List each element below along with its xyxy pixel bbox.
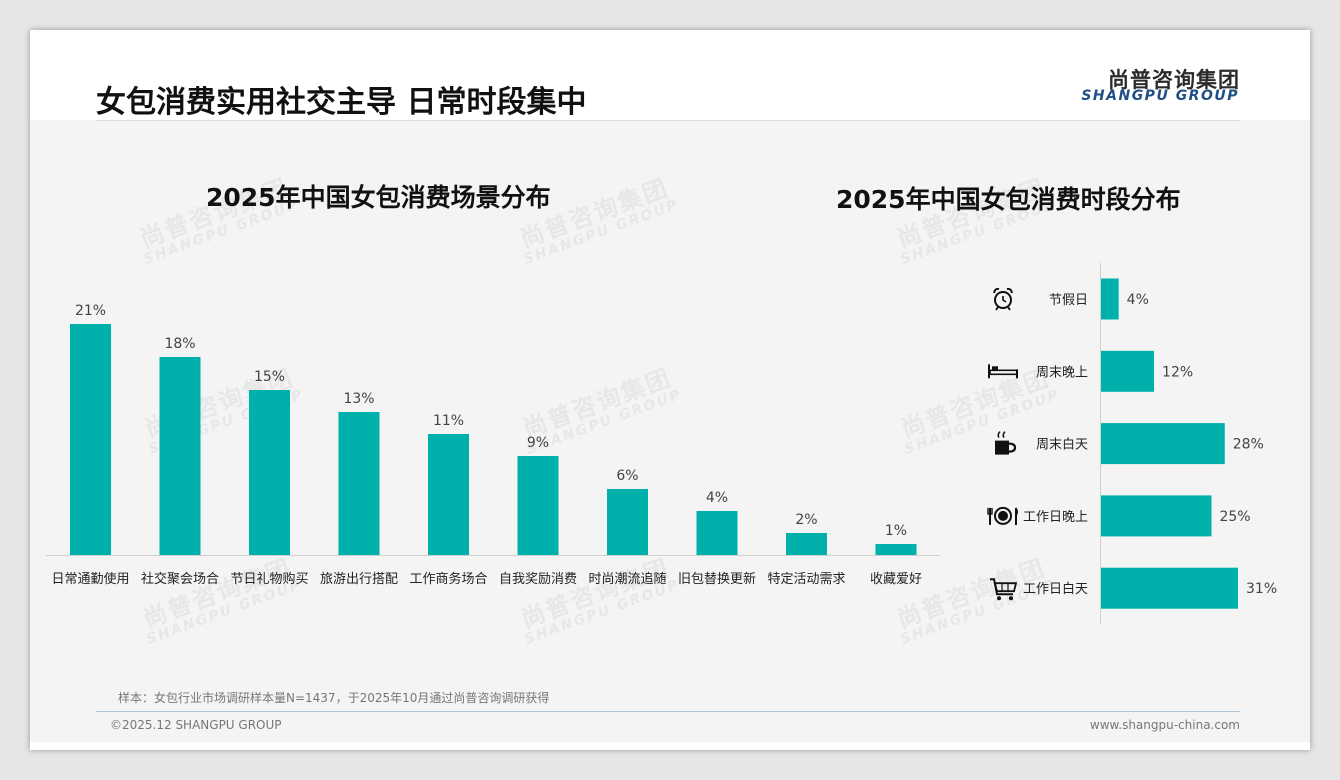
scene-category-label: 特定活动需求: [767, 572, 845, 587]
time-bar: [1101, 350, 1155, 392]
scene-bar: [428, 434, 469, 555]
scene-bar: [70, 324, 111, 555]
time-value-label: 12%: [1162, 364, 1193, 380]
time-value-label: 31%: [1246, 581, 1277, 597]
time-bar: [1101, 567, 1238, 609]
time-bar: [1101, 278, 1119, 320]
time-value-label: 4%: [1127, 292, 1149, 308]
time-bar: [1101, 495, 1212, 537]
scene-value-label: 18%: [164, 336, 195, 352]
copyright: ©2025.12 SHANGPU GROUP: [110, 718, 282, 732]
scene-category-label: 工作商务场合: [409, 571, 487, 587]
scene-bar: [517, 456, 559, 555]
sample-note: 样本：女包行业市场调研样本量N=1437，于2025年10月通过尚普咨询调研获得: [118, 691, 550, 705]
scene-bar-chart: 21% 日常通勤使用 18% 社交聚会场合 15% 节日礼物购买 13% 旅游出行搭配 11% 工…: [46, 303, 940, 587]
scene-bar: [696, 511, 738, 555]
scene-category-label: 收藏爱好: [870, 572, 922, 587]
logo-text-en: SHANGPU GROUP: [1081, 88, 1239, 104]
time-value-label: 25%: [1219, 509, 1250, 525]
time-category-label: 节假日: [1049, 293, 1088, 308]
scene-bar: [607, 489, 648, 555]
time-bar-chart: 4% 节假日 12% 周末晚上 28% 周末白天 25% 工作日晚上 31% 工作日白天: [987, 263, 1277, 624]
time-category-label: 工作日晚上: [1023, 510, 1088, 525]
scene-category-label: 旅游出行搭配: [320, 571, 398, 587]
scene-value-label: 11%: [433, 413, 464, 429]
scene-bar: [249, 390, 290, 555]
logo-text-cn: 尚普咨询集团: [1108, 68, 1240, 92]
time-bar: [1101, 423, 1225, 465]
scene-chart-title: 2025年中国女包消费场景分布: [206, 183, 551, 212]
scene-value-label: 9%: [527, 435, 549, 451]
scene-bar: [786, 533, 827, 555]
scene-value-label: 4%: [706, 490, 728, 506]
time-category-label: 工作日白天: [1023, 581, 1088, 597]
scene-category-label: 日常通勤使用: [51, 571, 129, 587]
time-chart-title: 2025年中国女包消费时段分布: [836, 185, 1181, 214]
time-category-label: 周末白天: [1036, 437, 1088, 453]
scene-value-label: 6%: [616, 468, 638, 484]
scene-category-label: 节日礼物购买: [230, 571, 308, 587]
scene-category-label: 旧包替换更新: [678, 571, 756, 587]
time-value-label: 28%: [1233, 437, 1264, 453]
page-title: 女包消费实用社交主导 日常时段集中: [96, 85, 587, 120]
footer-divider: [96, 711, 1240, 712]
scene-category-label: 自我奖励消费: [499, 572, 577, 587]
scene-value-label: 15%: [254, 369, 285, 385]
scene-value-label: 1%: [885, 523, 907, 539]
alarm-clock-icon: [993, 287, 1013, 311]
title-divider: [96, 120, 1240, 121]
website-link[interactable]: www.shangpu-china.com: [1089, 718, 1240, 732]
scene-value-label: 2%: [795, 512, 817, 528]
scene-value-label: 21%: [75, 303, 106, 319]
scene-bar: [159, 357, 201, 555]
scene-bar: [875, 544, 917, 555]
time-category-label: 周末晚上: [1036, 365, 1088, 380]
scene-category-label: 时尚潮流追随: [588, 571, 666, 587]
scene-bar: [338, 412, 380, 555]
scene-value-label: 13%: [343, 391, 374, 407]
plate-cutlery-icon: [987, 506, 1018, 525]
coffee-cup-icon: [995, 431, 1017, 455]
shopping-cart-icon: [990, 578, 1018, 601]
bed-icon: [988, 364, 1018, 379]
content-background: [30, 120, 1310, 742]
scene-category-label: 社交聚会场合: [141, 571, 219, 587]
